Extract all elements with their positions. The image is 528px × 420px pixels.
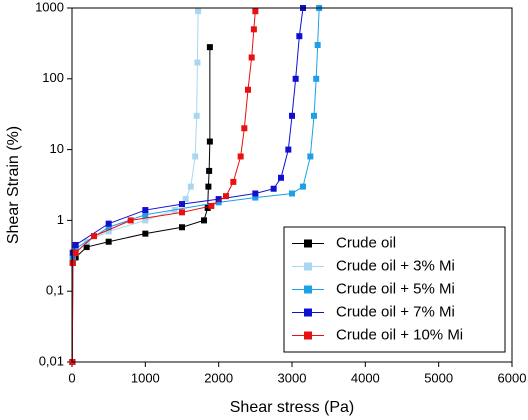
legend-marker: [304, 239, 312, 248]
data-point: [142, 207, 149, 214]
data-point: [252, 190, 259, 197]
legend-label: Crude oil + 7% Mi: [336, 303, 455, 320]
legend-marker: [304, 285, 312, 294]
y-tick-label: 0,1: [46, 283, 64, 298]
legend-marker: [304, 262, 312, 271]
series-line: [71, 7, 304, 363]
legend-label: Crude oil: [336, 234, 396, 251]
data-point: [204, 204, 211, 211]
x-tick-label: 3000: [278, 370, 307, 385]
y-tick-label: 0,01: [39, 353, 64, 368]
data-point: [215, 199, 222, 206]
legend-marker: [304, 331, 312, 340]
data-point: [194, 59, 201, 66]
x-tick-label: 1000: [131, 370, 160, 385]
data-point: [289, 112, 295, 119]
data-point: [206, 167, 213, 174]
data-point: [205, 183, 212, 190]
x-tick-label: 4000: [351, 370, 380, 385]
data-point: [237, 153, 244, 160]
data-point: [307, 153, 314, 160]
data-point: [223, 193, 229, 200]
legend: Crude oil Crude oil + 3% Mi Crude oil + 5%…: [283, 226, 506, 353]
legend-marker: [304, 308, 312, 317]
y-axis-label: Shear Strain (%): [5, 126, 22, 244]
data-point: [278, 174, 284, 181]
data-point: [142, 211, 149, 218]
data-point: [142, 217, 149, 224]
data-point: [252, 194, 259, 201]
data-point: [105, 224, 112, 231]
x-axis-label: Shear stress (Pa): [230, 399, 354, 416]
data-point: [270, 185, 277, 192]
x-tick-label: 6000: [498, 370, 527, 385]
data-point: [69, 260, 76, 267]
x-tick-label: 2000: [204, 370, 233, 385]
series-line: [71, 11, 256, 363]
data-point: [127, 217, 134, 224]
data-point: [245, 86, 251, 93]
data-point: [230, 178, 237, 185]
data-point: [72, 245, 79, 252]
x-tick-label: 0: [68, 370, 75, 385]
data-point: [91, 233, 97, 240]
data-point: [142, 230, 149, 237]
plot-frame: [71, 7, 513, 363]
data-point: [105, 238, 112, 245]
data-point: [313, 75, 320, 82]
data-point: [182, 196, 189, 203]
data-point: [208, 202, 215, 209]
data-point: [292, 75, 299, 82]
data-point: [72, 241, 79, 248]
data-point: [193, 112, 200, 119]
legend-label: Crude oil + 10% Mi: [336, 326, 463, 343]
data-point: [72, 249, 79, 256]
data-point: [179, 209, 185, 216]
series-line: [71, 47, 211, 363]
y-tick-label: 10: [50, 141, 64, 156]
data-point: [105, 220, 112, 227]
data-point: [105, 228, 112, 235]
y-tick-label: 1: [57, 212, 64, 227]
data-point: [179, 224, 185, 231]
data-point: [187, 183, 194, 190]
data-point: [289, 190, 295, 197]
y-tick-label: 1000: [35, 0, 64, 14]
data-point: [215, 196, 222, 203]
data-point: [300, 183, 306, 190]
y-tick-label: 100: [42, 70, 64, 85]
plot-area: [69, 5, 323, 365]
data-point: [179, 201, 185, 208]
series-line: [71, 7, 320, 363]
data-point: [195, 8, 202, 15]
data-point: [192, 153, 199, 160]
data-point: [311, 112, 317, 119]
x-tick-label: 5000: [424, 370, 453, 385]
data-point: [250, 26, 257, 33]
data-point: [201, 217, 207, 224]
legend-label: Crude oil + 3% Mi: [336, 257, 455, 274]
legend-label: Crude oil + 5% Mi: [336, 280, 455, 297]
data-point: [285, 146, 292, 153]
data-point: [206, 44, 213, 51]
data-point: [248, 54, 255, 61]
data-point: [206, 138, 213, 145]
series-line: [71, 11, 199, 363]
data-point: [296, 33, 303, 40]
data-point: [314, 42, 321, 49]
data-point: [241, 125, 248, 132]
data-point: [83, 244, 90, 251]
data-point: [252, 8, 259, 15]
